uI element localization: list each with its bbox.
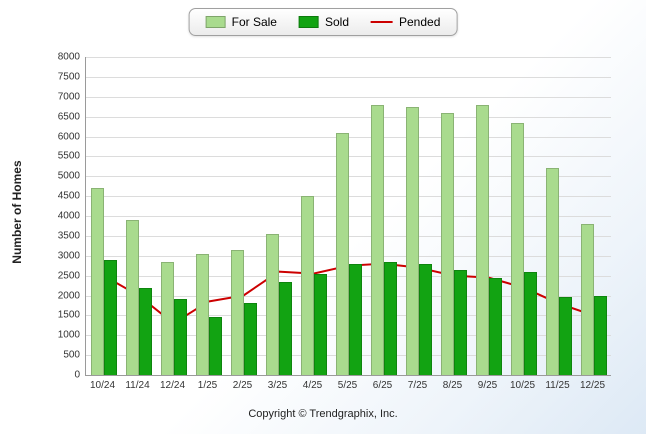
bar-for-sale [335,132,349,375]
y-tick-label: 7000 [57,91,80,103]
bar-sold [418,263,432,375]
chart-legend: For Sale Sold Pended [188,8,458,36]
legend-line-marker [371,21,394,23]
gridline [86,136,611,138]
legend-item-for-sale: For Sale [205,15,277,29]
bar-for-sale [90,188,104,375]
bar-sold [558,297,572,375]
gridline [86,196,611,198]
bar-for-sale [510,122,524,375]
y-tick-label: 4000 [57,210,80,222]
bar-sold [593,295,607,375]
bar-for-sale [475,104,489,375]
y-tick-label: 8000 [57,51,80,63]
y-tick-label: 2000 [57,290,80,301]
bar-for-sale [370,104,384,375]
bar-sold [453,269,467,375]
y-tick-label: 5500 [57,150,80,162]
y-tick-label: 6000 [57,131,80,142]
bar-sold [278,281,292,375]
bar-sold [488,277,502,375]
x-tick-label: 7/25 [407,380,428,391]
legend-item-pended: Pended [371,15,440,29]
bar-sold [523,271,537,375]
gridline [86,255,611,257]
bar-for-sale [440,112,454,375]
x-tick-label: 10/24 [89,380,116,391]
x-tick-label: 8/25 [442,380,463,391]
gridline [86,116,611,118]
bar-for-sale [580,223,594,375]
legend-label: Sold [324,15,350,29]
x-tick-label: 11/24 [125,380,150,391]
x-tick-label: 10/25 [509,380,536,391]
x-tick-label: 2/25 [232,380,253,391]
y-tick-label: 1500 [57,309,80,321]
x-axis-tick-labels: 10/24 11/24 12/24 1/25 2/25 3/25 4/25 5/25 6/25 7… [85,380,610,396]
bar-for-sale [125,219,139,375]
gridline [86,216,611,217]
gridline [86,235,611,237]
y-tick-label: 5000 [57,170,80,182]
copyright-text: Copyright © Trendgraphix, Inc. [248,408,398,420]
y-tick-label: 6500 [57,111,80,123]
bar-for-sale [195,253,209,375]
gridline [86,176,611,178]
bar-sold [138,287,152,375]
x-tick-label: 11/25 [545,380,570,391]
bar-sold [208,317,222,375]
gridline [86,96,611,98]
bar-for-sale [545,168,559,375]
y-tick-label: 3500 [57,230,80,242]
bar-for-sale [300,196,314,375]
bar-sold [383,261,397,375]
bar-sold [348,263,362,375]
bar-sold [173,299,187,375]
legend-label: For Sale [231,15,277,29]
y-tick-label: 4500 [57,190,80,202]
gridline [86,57,611,58]
y-tick-label: 3000 [57,250,80,262]
bar-for-sale [160,261,174,375]
gridline [86,76,611,78]
x-tick-label: 12/24 [159,380,186,391]
y-axis-tick-labels: 0 500 1000 1500 2000 2500 3000 3500 4000 4500 5000… [38,52,80,381]
y-axis-label: Number of Homes [10,160,24,264]
legend-swatch [298,16,319,28]
x-tick-label: 6/25 [372,380,393,391]
bar-for-sale [265,233,279,375]
bar-for-sale [405,106,419,375]
legend-swatch [205,16,226,28]
x-tick-label: 3/25 [267,380,288,391]
bar-sold [103,259,117,375]
x-tick-label: 1/25 [197,380,218,391]
gridline [86,156,611,158]
x-tick-label: 12/25 [579,380,606,391]
legend-label: Pended [399,15,441,29]
y-tick-label: 2500 [57,270,80,282]
y-tick-label: 7500 [57,71,80,83]
bar-for-sale [230,249,244,375]
bar-sold [313,273,327,375]
bar-sold [243,303,257,375]
x-tick-label: 9/25 [477,380,498,391]
y-tick-label: 500 [63,349,80,361]
legend-item-sold: Sold [298,15,350,29]
x-tick-label: 5/25 [337,380,358,391]
x-tick-label: 4/25 [302,380,323,391]
y-tick-label: 1000 [57,329,80,341]
y-tick-label: 0 [74,369,80,381]
plot-area [85,57,611,376]
